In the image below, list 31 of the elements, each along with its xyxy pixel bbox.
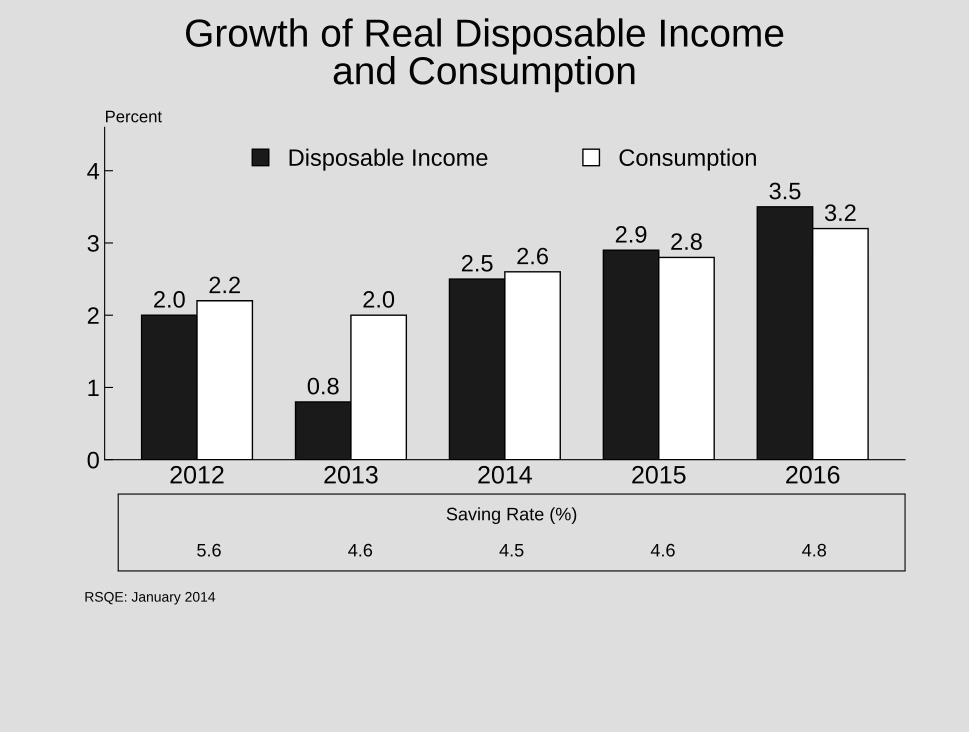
legend-label: Consumption: [620, 148, 756, 171]
y-axis-title: Percent: [106, 110, 162, 122]
x-tick-label: 2015: [632, 466, 686, 484]
x-tick-label: 2016: [786, 466, 840, 484]
data-label: 0.8: [308, 378, 339, 394]
data-label: 2.8: [671, 233, 702, 250]
text: 4.6: [650, 544, 675, 557]
x-tick-label: 2014: [478, 466, 532, 484]
text: Saving Rate (%): [446, 507, 576, 524]
chart-title: Growth of Real Disposable Income and Consumption: [186, 18, 784, 92]
text: RSQE: January 2014: [85, 592, 216, 605]
y-tick-label: 4: [87, 163, 100, 180]
data-label: 3.5: [769, 182, 800, 200]
data-label: 2.0: [154, 291, 185, 308]
text: 4.5: [500, 544, 524, 557]
x-tick-label: 2013: [324, 466, 378, 484]
text: 5.6: [197, 544, 221, 557]
data-label: 2.5: [462, 254, 493, 272]
text: 4.8: [802, 544, 826, 557]
data-label: 2.9: [616, 226, 646, 243]
legend-label: Disposable Income: [290, 148, 488, 171]
text: 4.6: [348, 544, 372, 557]
y-tick-label: 3: [88, 235, 99, 252]
y-tick-label: 2: [88, 307, 99, 324]
data-label: 2.2: [209, 276, 240, 294]
x-tick-label: 2012: [170, 466, 224, 484]
data-label: 2.0: [363, 291, 394, 308]
y-tick-label: 1: [88, 380, 99, 396]
data-label: 3.2: [824, 204, 856, 222]
y-tick-label: 0: [88, 452, 99, 468]
data-label: 2.6: [517, 248, 548, 264]
